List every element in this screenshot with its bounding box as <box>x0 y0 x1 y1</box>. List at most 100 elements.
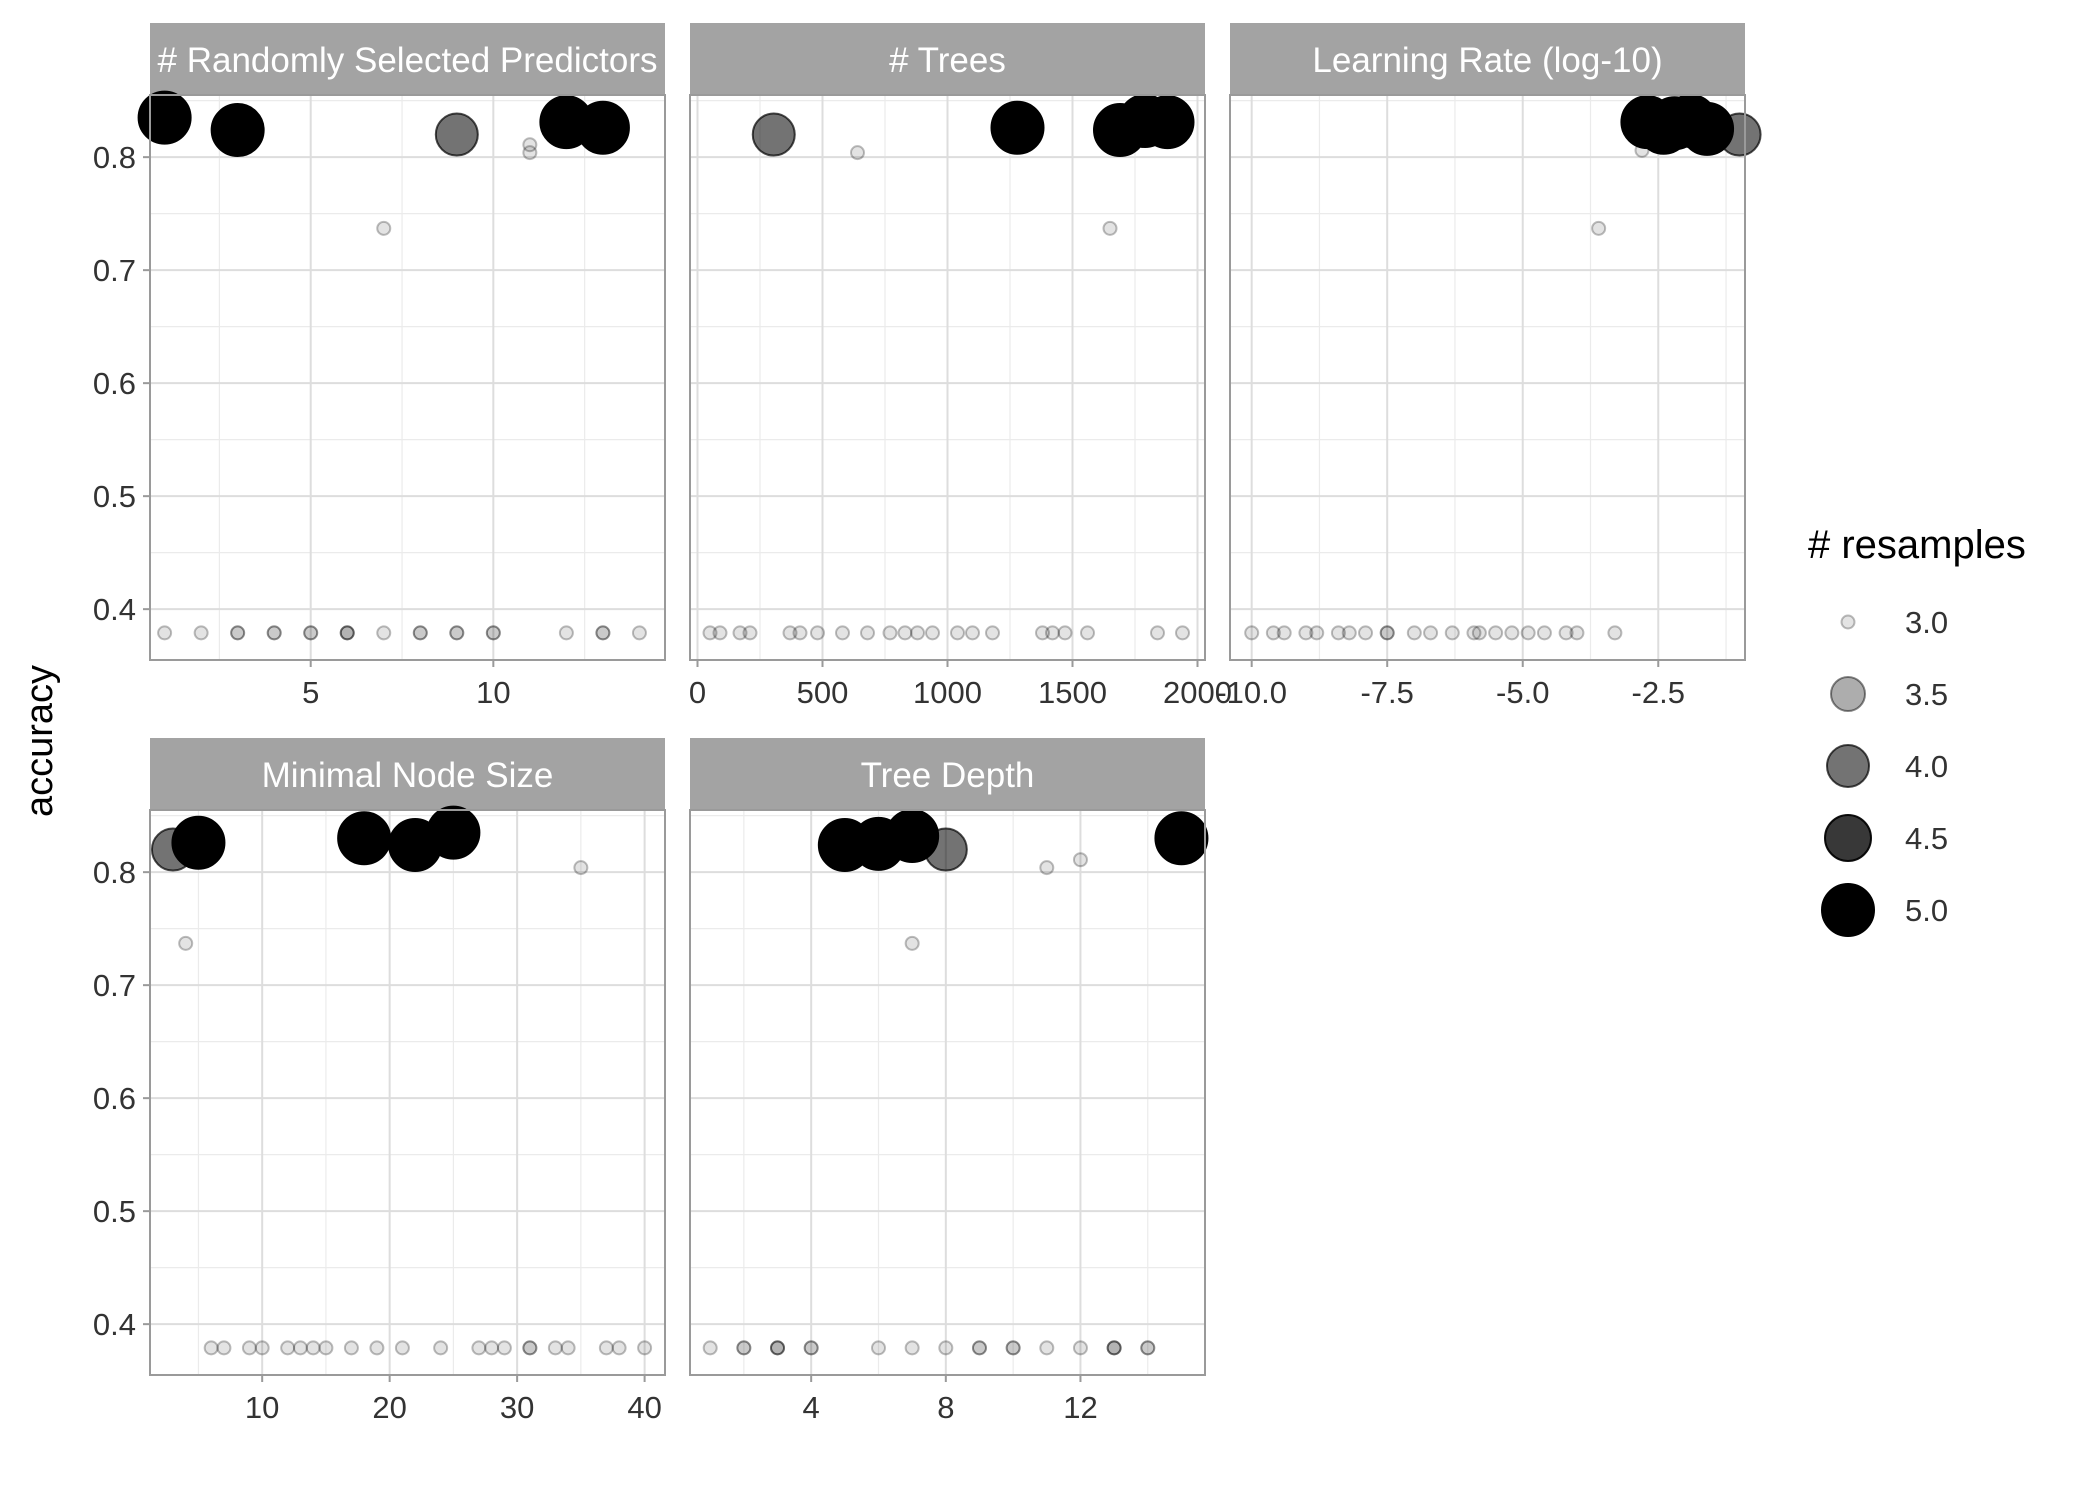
data-point <box>266 625 282 641</box>
data-point <box>1680 101 1735 156</box>
data-point <box>216 1340 232 1356</box>
facet-panel: Minimal Node Size 10 20 30 40 0.4 0.5 0.6 0.7 0.8 <box>93 738 666 1425</box>
data-point <box>950 625 965 641</box>
legend-key <box>1821 883 1875 937</box>
data-point <box>394 1340 410 1356</box>
data-point <box>885 808 940 863</box>
data-point <box>339 625 355 641</box>
x-tick-label: 20 <box>372 1390 406 1425</box>
y-tick-label: 0.7 <box>93 253 136 288</box>
data-point <box>292 1340 308 1356</box>
data-point <box>412 625 428 641</box>
data-point <box>339 625 355 641</box>
y-tick-label: 0.6 <box>93 366 136 401</box>
data-point <box>971 1340 987 1356</box>
x-tick-label: 10 <box>476 675 510 710</box>
data-point <box>595 625 611 641</box>
data-point <box>1080 625 1095 641</box>
data-point <box>1276 625 1292 641</box>
data-point <box>339 625 355 641</box>
data-point <box>203 1340 219 1356</box>
data-point <box>595 625 611 641</box>
data-point <box>496 1340 512 1356</box>
legend-key <box>1830 676 1866 712</box>
grid-lines <box>690 810 1205 1375</box>
y-tick-label: 0.7 <box>93 968 136 1003</box>
data-point <box>1471 625 1487 641</box>
data-point <box>1106 1340 1122 1356</box>
data-point <box>1057 625 1073 641</box>
data-point <box>449 625 465 641</box>
x-tick-label: 1500 <box>1038 675 1107 710</box>
facet-panel: Tree Depth 4 8 12 <box>689 738 1209 1425</box>
data-point <box>522 145 538 161</box>
facet-panel: # Trees 0 500 1000 1500 2000 <box>689 23 1232 710</box>
data-point <box>611 1340 627 1356</box>
data-point <box>1175 625 1190 641</box>
data-point <box>547 1340 563 1356</box>
data-point <box>230 625 246 641</box>
data-point <box>1106 1340 1122 1356</box>
data-point <box>1536 625 1552 641</box>
data-point <box>897 625 913 641</box>
data-point <box>990 100 1045 155</box>
legend-label: 3.0 <box>1905 605 1948 640</box>
y-tick-label: 0.5 <box>93 1194 136 1229</box>
x-tick-label: 30 <box>500 1390 534 1425</box>
data-point <box>484 1340 500 1356</box>
panel-border <box>689 809 1206 1376</box>
data-point <box>938 1340 954 1356</box>
data-point <box>522 1340 538 1356</box>
grid-lines <box>1230 95 1745 660</box>
data-point <box>1106 1340 1122 1356</box>
panel-border <box>1229 94 1746 661</box>
data-point <box>1330 625 1346 641</box>
y-tick-label: 0.8 <box>93 140 136 175</box>
data-point <box>522 1340 538 1356</box>
data-point <box>1379 625 1395 641</box>
data-point <box>318 1340 334 1356</box>
data-point <box>471 1340 487 1356</box>
legend-label: 4.0 <box>1905 749 1948 784</box>
points <box>137 90 647 641</box>
y-tick-label: 0.5 <box>93 479 136 514</box>
data-point <box>742 625 758 641</box>
data-point <box>870 1340 886 1356</box>
data-point <box>1102 220 1118 236</box>
data-point <box>925 625 940 641</box>
data-point <box>631 625 647 641</box>
data-point <box>1140 1340 1156 1356</box>
data-point <box>1607 625 1623 641</box>
data-point <box>485 625 501 641</box>
data-point <box>904 935 920 951</box>
data-point <box>305 1340 321 1356</box>
data-point <box>433 1340 449 1356</box>
legend-label: 4.5 <box>1905 821 1948 856</box>
y-axis-title: accuracy <box>19 665 61 817</box>
data-point <box>1466 625 1482 641</box>
grid-lines <box>690 95 1205 660</box>
data-point <box>803 1340 819 1356</box>
data-point <box>1039 1340 1055 1356</box>
data-point <box>882 625 898 641</box>
y-tick-label: 0.8 <box>93 855 136 890</box>
data-point <box>254 1340 270 1356</box>
data-point <box>1379 625 1395 641</box>
data-point <box>1444 625 1460 641</box>
data-point <box>1309 625 1325 641</box>
data-point <box>860 625 875 641</box>
x-tick-label: 0 <box>689 675 706 710</box>
legend-label: 3.5 <box>1905 677 1948 712</box>
data-point <box>280 1340 296 1356</box>
x-tick-label: 2000 <box>1163 675 1232 710</box>
data-point <box>137 90 192 145</box>
data-point <box>343 1340 359 1356</box>
panel-border <box>149 809 666 1376</box>
legend-key <box>1824 814 1872 862</box>
data-point <box>637 1340 653 1356</box>
data-point <box>1045 625 1060 641</box>
data-point <box>1488 625 1504 641</box>
data-point <box>1298 625 1314 641</box>
